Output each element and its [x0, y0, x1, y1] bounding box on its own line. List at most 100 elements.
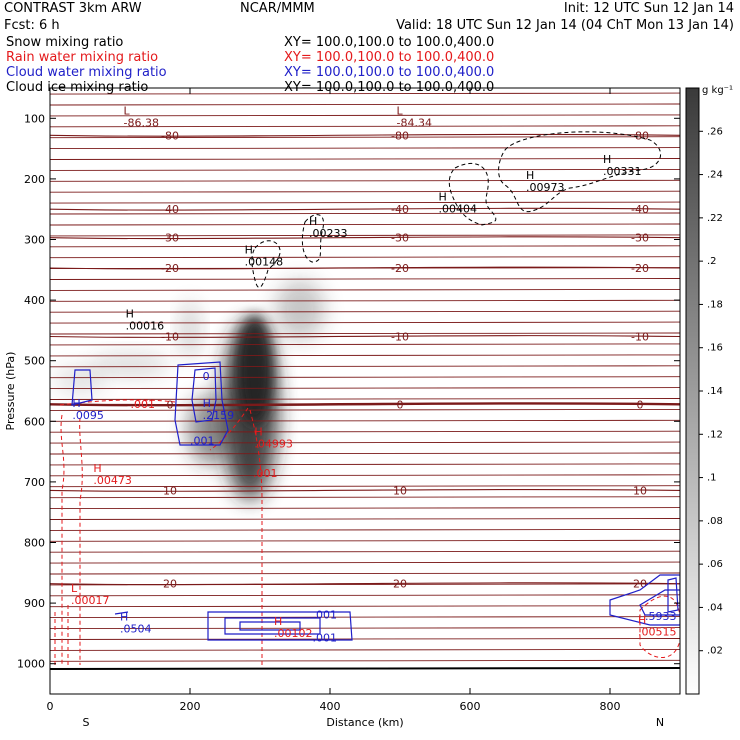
isotherm--40 [50, 207, 680, 211]
extremum-marker-5: H [309, 215, 317, 228]
extremum-value-5: .00233 [309, 227, 348, 240]
extremum-value-0: -86.38 [124, 116, 159, 129]
colorbar-tick-label-10: .22 [707, 213, 723, 224]
extremum-marker-2: H [603, 153, 611, 166]
snow-shading-blob-2 [188, 395, 232, 465]
isotherm-label-20-2: 20 [633, 578, 647, 591]
isotherm-line [50, 376, 680, 379]
isotherm-line [50, 147, 680, 150]
isotherm-label--40-0: -40 [161, 203, 179, 216]
legend-label-snow: Snow mixing ratio [6, 35, 124, 50]
isotherm-label--80-0: -80 [161, 129, 179, 142]
y-tick-label-100: 100 [24, 112, 45, 125]
cloud-ice-contour-east [498, 131, 662, 213]
isotherm-label-10-1: 10 [393, 484, 407, 497]
extremum-value-9: .2159 [203, 409, 235, 422]
extremum-marker-1: L [397, 104, 404, 117]
isotherm-line [50, 659, 680, 662]
cloud-water-contour-low-outer [207, 611, 353, 641]
extremum-value-3: .00973 [526, 181, 565, 194]
isotherm-label--40-1: -40 [391, 203, 409, 216]
isotherm-label--10-1: -10 [391, 330, 409, 343]
extrema-labels: L-86.38L-84.34H.00331H.00973H.00404H.002… [71, 104, 677, 640]
isotherm-line [50, 474, 680, 477]
isotherm-label--20-0: -20 [161, 262, 179, 275]
y-tick-label-1000: 1000 [17, 658, 45, 671]
isotherm-line [50, 212, 680, 215]
cloud-water-contour-east-c [667, 577, 679, 613]
isotherm-line [50, 92, 680, 95]
colorbar-tick-label-6: .14 [707, 386, 723, 397]
chart-header-fcst: Fcst: 6 h [4, 18, 60, 33]
contour-label-5: .001 [313, 631, 338, 644]
isotherm-label-0-1: 0 [397, 398, 404, 411]
rain-contour-core [249, 409, 263, 668]
extremum-value-8: .0095 [72, 409, 104, 422]
cloud-water-contour-east-b [639, 589, 680, 616]
isotherm--80 [50, 133, 680, 137]
cloud-ice-contour-upper [301, 214, 324, 263]
isotherm-0 [50, 402, 680, 407]
extremum-value-6: .00148 [245, 256, 284, 269]
isotherm-line [50, 398, 680, 400]
isotherm-label--40-2: -40 [631, 203, 649, 216]
y-tick-label-900: 900 [24, 597, 45, 610]
rain-contour-west-a [60, 414, 65, 665]
isotherm-10 [50, 488, 680, 492]
colorbar-tick-label-5: .12 [707, 429, 723, 440]
contour-label-4: .001 [313, 608, 338, 621]
isotherm-line [50, 234, 680, 237]
isotherm-line [50, 299, 680, 302]
isotherm-line [50, 245, 680, 248]
plot-frame [49, 87, 681, 695]
isotherm-line [50, 561, 680, 564]
contour-label-6: .5933 [645, 610, 677, 623]
colorbar-tick-label-12: .26 [707, 126, 723, 137]
isotherm-line [50, 103, 680, 106]
colorbar-tick-label-11: .24 [707, 170, 723, 181]
isotherm-label--30-0: -30 [161, 232, 179, 245]
y-tick-label-300: 300 [24, 234, 45, 247]
cloud-water-contour-core-outer [174, 361, 229, 446]
cloud-water-contour-southwest [114, 611, 129, 615]
isotherm-line [50, 419, 680, 422]
extremum-marker-6: H [245, 244, 253, 257]
legend-xy-rain: XY= 100.0,100.0 to 100.0,400.0 [284, 50, 495, 65]
x-tick-label-400: 400 [320, 700, 341, 713]
isotherm-label--30-1: -30 [391, 232, 409, 245]
colorbar: g kg⁻¹ .02 .04 .06 .08 .1 .12 .14 .16 .18 .2 .22 .2… [685, 85, 733, 695]
isotherm-line [50, 179, 680, 182]
isotherm-line [50, 310, 680, 313]
colorbar-tick-label-1: .04 [707, 602, 723, 613]
extremum-marker-0: L [124, 104, 131, 117]
isotherm-label-20-1: 20 [393, 578, 407, 591]
extremum-value-1: -84.34 [397, 116, 432, 129]
isotherm-label--10-2: -10 [631, 330, 649, 343]
y-tick-label-700: 700 [24, 476, 45, 489]
isotherm-line [50, 430, 680, 433]
extremum-value-10: .04993 [254, 437, 293, 450]
colorbar-tick-label-3: .08 [707, 516, 723, 527]
y-tick-label-500: 500 [24, 355, 45, 368]
isotherm-line [50, 496, 680, 499]
isotherm-line [50, 572, 680, 575]
colorbar-tick-label-8: .18 [707, 299, 723, 310]
legend-xy-snow: XY= 100.0,100.0 to 100.0,400.0 [284, 35, 495, 50]
north-label: N [656, 716, 664, 729]
cloud-water-contour-low-inner [239, 621, 301, 631]
isotherm-line [50, 201, 680, 204]
x-tick-label-0: 0 [47, 700, 54, 713]
isotherm--10 [50, 335, 680, 338]
extremum-marker-10: H [254, 425, 262, 438]
snow-shading-blob-5 [90, 353, 170, 377]
isotherm-line [50, 638, 680, 640]
isotherm-label--10-0: -10 [161, 330, 179, 343]
rain-contour-core-b [209, 407, 249, 451]
isotherm--30 [50, 236, 680, 240]
isotherm-line [50, 518, 680, 520]
cloud-water-contours [71, 361, 680, 641]
isotherm-contours: -80 -80 -80 -40 -40 -40 -30 -30 -30 -20 -20 -20 -10 -… [50, 92, 680, 662]
isotherm-line [50, 605, 680, 608]
isotherm-line [50, 365, 680, 368]
